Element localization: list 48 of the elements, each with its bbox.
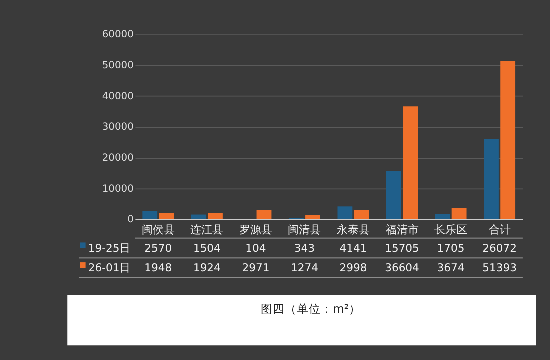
- x-tick-label: 长乐区: [434, 223, 468, 236]
- y-tick-label: 20000: [102, 152, 134, 164]
- data-label: 51393: [482, 262, 517, 275]
- bar: [191, 214, 206, 220]
- y-tick-label: 60000: [102, 30, 134, 41]
- data-label: 343: [294, 242, 316, 255]
- data-label: 3674: [437, 262, 465, 275]
- data-label: 2570: [144, 242, 172, 255]
- data-label: 2971: [242, 262, 270, 275]
- bar: [403, 106, 418, 220]
- x-tick-label: 连江县: [190, 223, 224, 236]
- data-label: 1274: [290, 262, 319, 275]
- x-tick-label: 合计: [488, 223, 511, 236]
- data-label: 26072: [482, 242, 517, 255]
- x-tick-label: 福清市: [386, 223, 419, 236]
- bar: [306, 215, 320, 220]
- legend-label: 26-01日: [88, 262, 131, 275]
- data-label: 1504: [193, 242, 222, 255]
- data-label: 1948: [144, 262, 172, 275]
- bar: [354, 210, 370, 220]
- x-tick-label: 闽清县: [288, 223, 322, 236]
- y-tick-label: 0: [128, 214, 134, 226]
- y-tick-label: 30000: [102, 122, 134, 134]
- data-label: 2998: [340, 262, 368, 275]
- data-label: 104: [246, 242, 266, 255]
- bar: [484, 139, 499, 220]
- y-tick-label: 40000: [102, 91, 134, 102]
- legend-label: 19-25日: [88, 242, 131, 255]
- x-tick-label: 罗源县: [239, 223, 272, 236]
- bar: [500, 61, 516, 220]
- bar: [256, 210, 272, 220]
- data-label: 15705: [385, 242, 420, 255]
- bar: [159, 213, 174, 220]
- bar: [435, 214, 450, 220]
- data-label: 36604: [385, 262, 420, 275]
- x-tick-label: 永泰县: [336, 223, 370, 236]
- data-label: 4141: [340, 242, 368, 255]
- bar: [338, 206, 353, 220]
- y-tick-label: 10000: [102, 184, 134, 195]
- bar: [142, 211, 158, 220]
- data-label: 1705: [437, 242, 465, 255]
- bar: [386, 171, 402, 220]
- x-tick-label: 闽侯县: [142, 223, 175, 236]
- bar: [452, 208, 467, 220]
- bar: [208, 213, 223, 220]
- y-tick-label: 50000: [102, 60, 134, 72]
- data-label: 1924: [193, 262, 222, 275]
- text: 图四（单位：m²）: [261, 302, 362, 316]
